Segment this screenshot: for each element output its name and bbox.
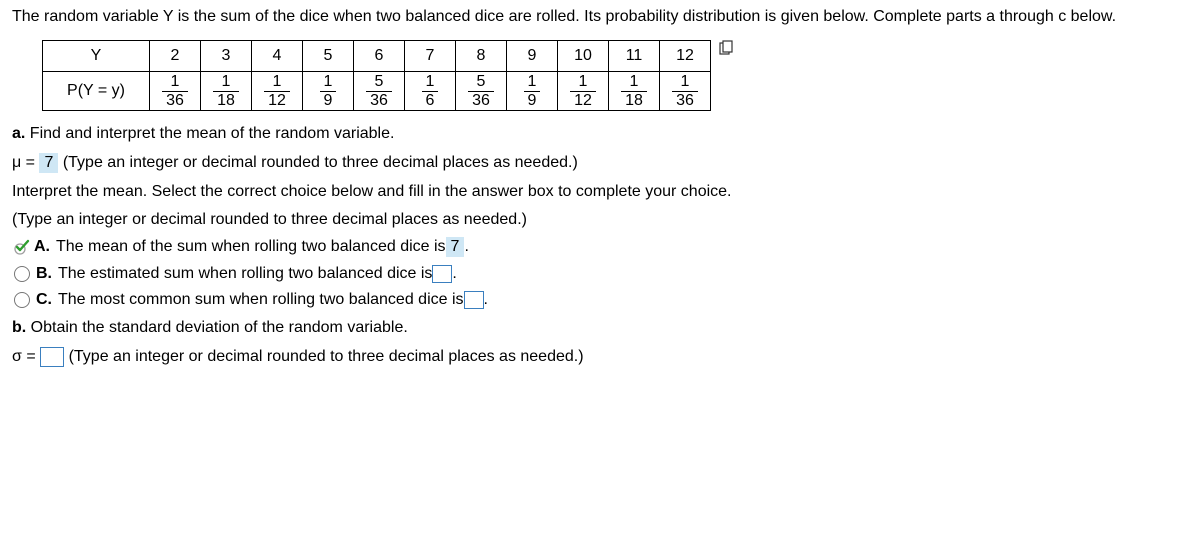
- distribution-table-wrap: Y 23456789101112 P(Y = y) 13611811219536…: [42, 40, 1188, 111]
- choice-c-text-after: .: [484, 291, 488, 309]
- distribution-table: Y 23456789101112 P(Y = y) 13611811219536…: [42, 40, 711, 111]
- choice-a-label: A.: [34, 238, 50, 256]
- part-b-label: b.: [12, 319, 26, 336]
- sigma-input[interactable]: [40, 347, 64, 367]
- p-cell: 536: [456, 72, 507, 111]
- y-cell: 4: [252, 41, 303, 72]
- choice-a-row[interactable]: A. The mean of the sum when rolling two …: [14, 237, 1188, 257]
- copy-table-icon[interactable]: [717, 40, 735, 63]
- p-cell: 112: [558, 72, 609, 111]
- choice-b-row[interactable]: B. The estimated sum when rolling two ba…: [14, 265, 1188, 283]
- part-a-text: Find and interpret the mean of the rando…: [30, 125, 395, 142]
- choice-c-text-before: The most common sum when rolling two bal…: [58, 291, 464, 309]
- mu-note: (Type an integer or decimal rounded to t…: [63, 154, 578, 171]
- row-label-p: P(Y = y): [43, 72, 150, 111]
- choice-a-answer[interactable]: 7: [446, 237, 465, 257]
- radio-b[interactable]: [14, 266, 30, 282]
- p-cell: 19: [507, 72, 558, 111]
- choice-b-text-before: The estimated sum when rolling two balan…: [58, 265, 432, 283]
- sigma-symbol: σ =: [12, 348, 36, 365]
- y-cell: 9: [507, 41, 558, 72]
- choice-b-label: B.: [36, 265, 52, 283]
- choice-b-answer[interactable]: [432, 265, 452, 283]
- y-cell: 8: [456, 41, 507, 72]
- problem-intro: The random variable Y is the sum of the …: [12, 8, 1188, 26]
- p-cell: 536: [354, 72, 405, 111]
- p-cell: 112: [252, 72, 303, 111]
- interpret-note: (Type an integer or decimal rounded to t…: [12, 211, 1188, 229]
- choice-b-text-after: .: [452, 265, 456, 283]
- choice-a-text-before: The mean of the sum when rolling two bal…: [56, 238, 446, 256]
- table-row-y: Y 23456789101112: [43, 41, 711, 72]
- p-cell: 118: [201, 72, 252, 111]
- row-label-y: Y: [43, 41, 150, 72]
- y-cell: 10: [558, 41, 609, 72]
- y-cell: 7: [405, 41, 456, 72]
- choice-c-answer[interactable]: [464, 291, 484, 309]
- part-a-label: a.: [12, 125, 25, 142]
- y-cell: 12: [660, 41, 711, 72]
- y-cell: 3: [201, 41, 252, 72]
- mu-line: μ = 7 (Type an integer or decimal rounde…: [12, 153, 1188, 173]
- part-b-text: Obtain the standard deviation of the ran…: [31, 319, 408, 336]
- p-cell: 19: [303, 72, 354, 111]
- p-cell: 136: [150, 72, 201, 111]
- sigma-line: σ = (Type an integer or decimal rounded …: [12, 347, 1188, 367]
- p-cell: 136: [660, 72, 711, 111]
- radio-c[interactable]: [14, 292, 30, 308]
- table-row-p: P(Y = y) 136118112195361653619112118136: [43, 72, 711, 111]
- sigma-note: (Type an integer or decimal rounded to t…: [69, 348, 584, 365]
- interpret-prompt: Interpret the mean. Select the correct c…: [12, 183, 1188, 201]
- choice-a-text-after: .: [464, 238, 468, 256]
- y-cell: 2: [150, 41, 201, 72]
- check-icon: [14, 239, 30, 255]
- y-cell: 5: [303, 41, 354, 72]
- part-b-prompt: b. Obtain the standard deviation of the …: [12, 319, 1188, 337]
- y-cell: 11: [609, 41, 660, 72]
- p-cell: 118: [609, 72, 660, 111]
- p-cell: 16: [405, 72, 456, 111]
- mu-symbol: μ =: [12, 154, 35, 171]
- choice-c-row[interactable]: C. The most common sum when rolling two …: [14, 291, 1188, 309]
- part-a-prompt: a. Find and interpret the mean of the ra…: [12, 125, 1188, 143]
- y-cell: 6: [354, 41, 405, 72]
- choice-c-label: C.: [36, 291, 52, 309]
- mu-answer[interactable]: 7: [39, 153, 58, 173]
